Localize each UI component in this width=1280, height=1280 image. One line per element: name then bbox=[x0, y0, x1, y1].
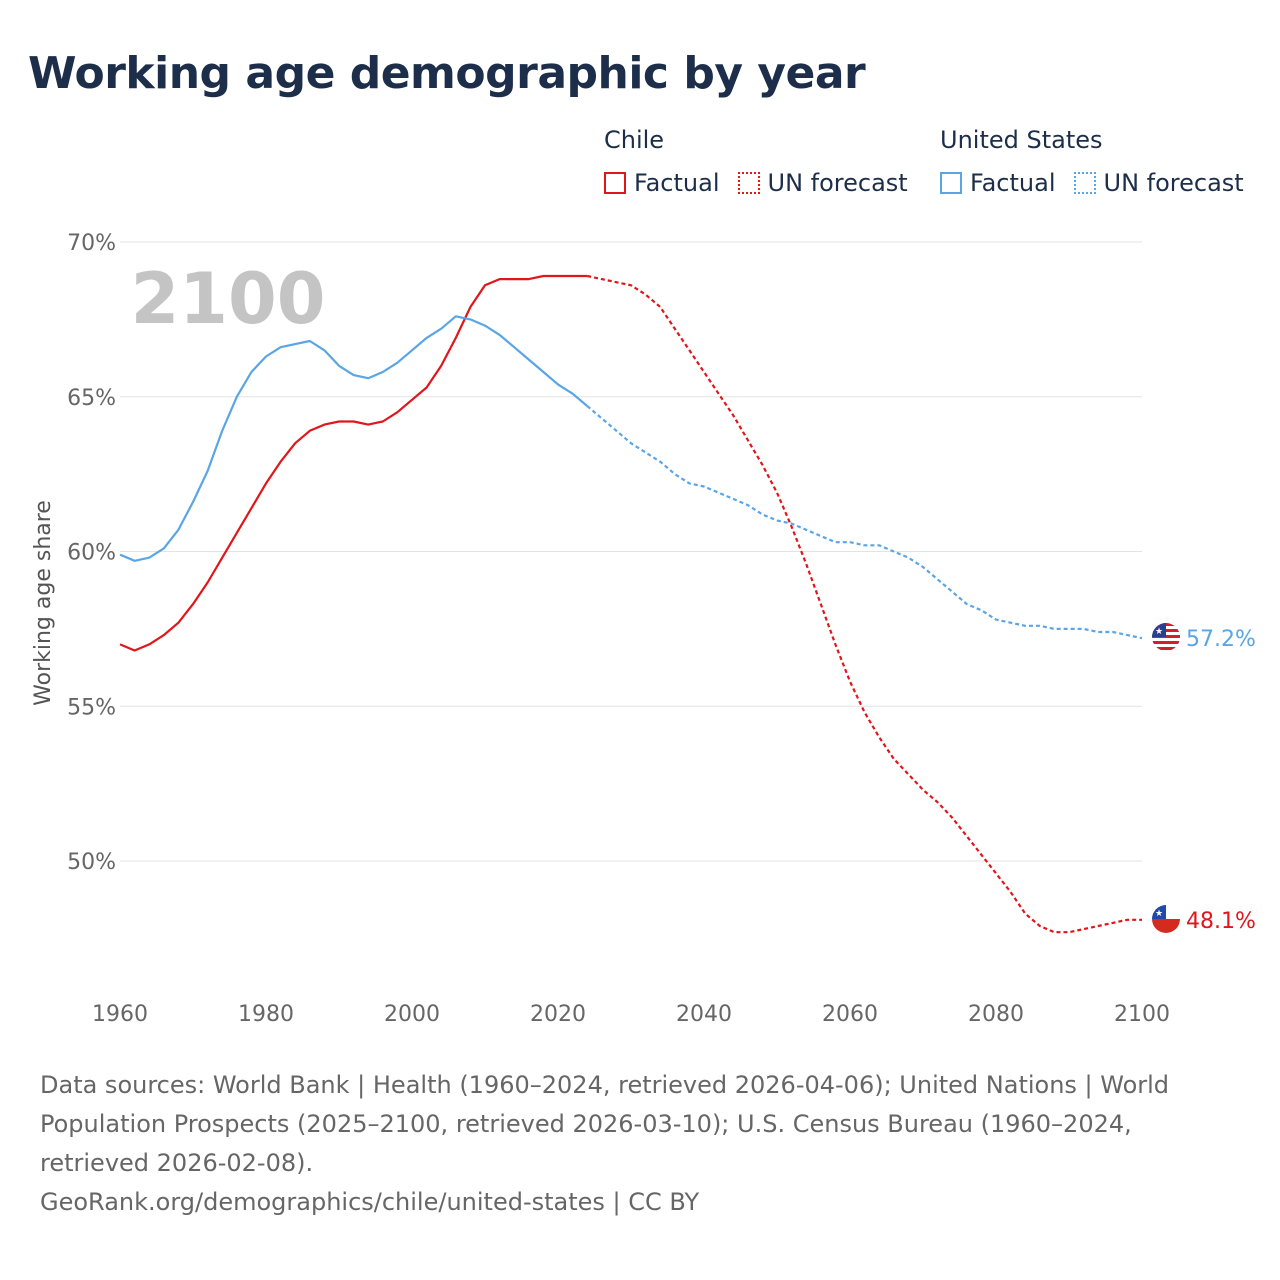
legend-chile-heading: Chile bbox=[604, 126, 665, 154]
legend-chile-factual-swatch bbox=[604, 172, 626, 194]
x-tick-label-1960: 1960 bbox=[92, 1002, 148, 1027]
legend-united-states: United States Factual UN forecast bbox=[940, 124, 1262, 200]
legend-chile-forecast-swatch bbox=[737, 172, 760, 194]
legend-us-factual[interactable]: Factual bbox=[940, 169, 1056, 197]
x-tick-label-2100: 2100 bbox=[1114, 1002, 1170, 1027]
legend-us-factual-swatch bbox=[940, 172, 962, 194]
legend-us-forecast[interactable]: UN forecast bbox=[1073, 169, 1244, 197]
chile-forecast-line bbox=[586, 274, 1142, 934]
x-tick-label-2080: 2080 bbox=[968, 1002, 1024, 1027]
y-tick-label-60: 60% bbox=[67, 541, 116, 566]
x-tick-label-2000: 2000 bbox=[384, 1002, 440, 1027]
legend-chile-factual[interactable]: Factual bbox=[604, 169, 720, 197]
legend-us-forecast-swatch bbox=[1073, 172, 1096, 194]
legend-us-factual-label: Factual bbox=[970, 169, 1056, 197]
attribution-link[interactable]: GeoRank.org/demographics/chile/united-st… bbox=[40, 1188, 700, 1216]
legend-us-forecast-label: UN forecast bbox=[1103, 169, 1244, 197]
legend-chile: Chile Factual UN forecast bbox=[604, 124, 926, 200]
us-flag-icon: ★ bbox=[1152, 623, 1180, 651]
legend-us-heading: United States bbox=[940, 126, 1103, 154]
footer: Data sources: World Bank | Health (1960–… bbox=[40, 1066, 1240, 1222]
data-sources: Data sources: World Bank | Health (1960–… bbox=[40, 1071, 1170, 1177]
x-tick-label-2040: 2040 bbox=[676, 1002, 732, 1027]
y-tick-label-65: 65% bbox=[67, 386, 116, 411]
chart-title: Working age demographic by year bbox=[28, 48, 866, 99]
x-tick-label-1980: 1980 bbox=[238, 1002, 294, 1027]
united-states-forecast-line bbox=[586, 405, 1143, 640]
united-states-end-label: 57.2% bbox=[1186, 627, 1256, 652]
year-watermark: 2100 bbox=[131, 258, 326, 340]
chile-end-label: 48.1% bbox=[1186, 909, 1256, 934]
legend-chile-factual-label: Factual bbox=[634, 169, 720, 197]
chile-factual-line bbox=[119, 274, 588, 652]
chile-flag-icon: ★ bbox=[1152, 905, 1180, 933]
svg-text:★: ★ bbox=[1155, 909, 1163, 919]
svg-text:★: ★ bbox=[1155, 627, 1163, 637]
y-tick-label-50: 50% bbox=[67, 850, 116, 875]
x-tick-label-2060: 2060 bbox=[822, 1002, 878, 1027]
united-states-factual-line bbox=[119, 315, 588, 562]
y-tick-label-55: 55% bbox=[67, 695, 116, 720]
x-tick-label-2020: 2020 bbox=[530, 1002, 586, 1027]
y-axis-label: Working age share bbox=[31, 500, 56, 706]
legend-chile-forecast-label: UN forecast bbox=[767, 169, 908, 197]
legend-chile-forecast[interactable]: UN forecast bbox=[737, 169, 908, 197]
y-tick-label-70: 70% bbox=[67, 231, 116, 256]
